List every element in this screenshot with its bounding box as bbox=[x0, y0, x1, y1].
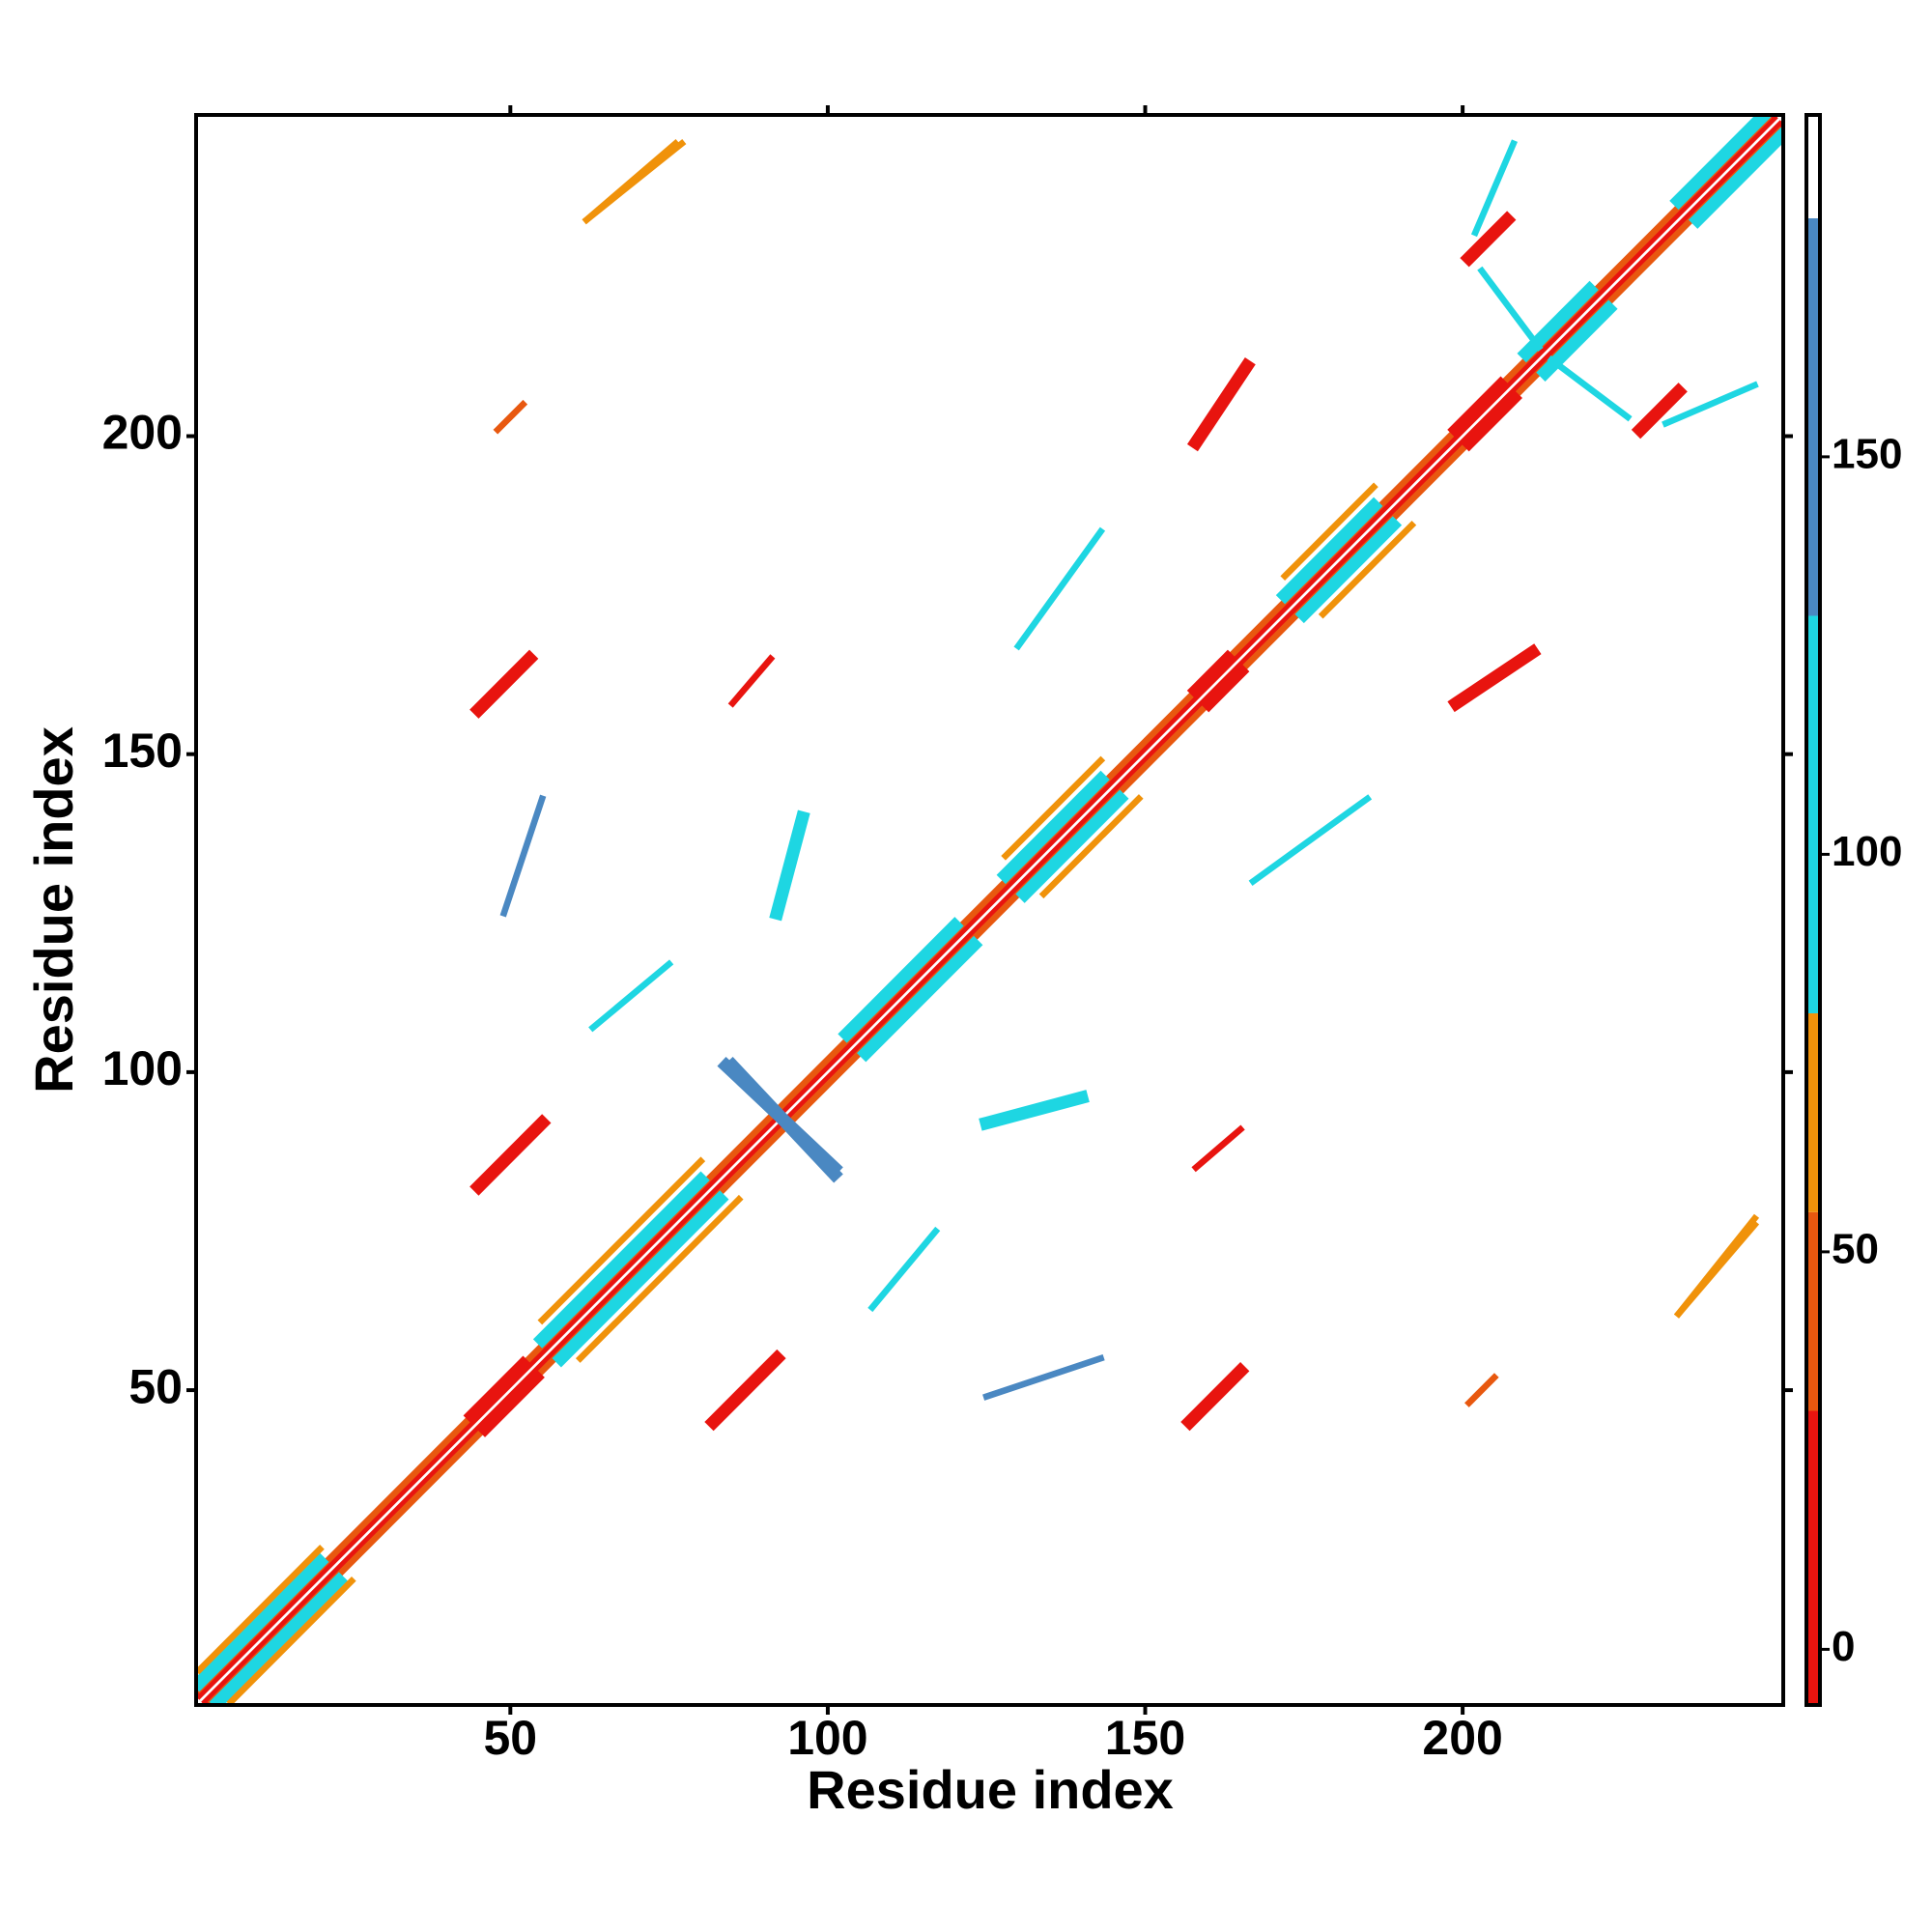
contact-band-mirror bbox=[552, 1190, 729, 1368]
contact-band-mirror bbox=[724, 1057, 843, 1183]
colorbar-bin bbox=[1806, 615, 1820, 1013]
y-tick-label: 200 bbox=[102, 406, 183, 460]
x-tick-label: 100 bbox=[787, 1711, 867, 1765]
colorbar-bin bbox=[1806, 1012, 1820, 1212]
colorbar-bin bbox=[1806, 1211, 1820, 1411]
contact-band bbox=[1001, 755, 1106, 861]
contact-band bbox=[838, 917, 964, 1043]
contact-band bbox=[1460, 211, 1517, 268]
contact-band bbox=[1669, 115, 1774, 211]
contact-band-mirror bbox=[1318, 521, 1417, 619]
contact-band bbox=[1477, 266, 1544, 352]
colorbar-bin bbox=[1806, 217, 1820, 616]
contact-band bbox=[979, 1090, 1090, 1131]
contact-band-mirror bbox=[1447, 643, 1542, 713]
contact-band bbox=[1248, 794, 1373, 886]
contact-band bbox=[1662, 381, 1759, 428]
contact-band-mirror bbox=[1199, 662, 1250, 713]
colorbar-tick-label: 0 bbox=[1832, 1623, 1855, 1670]
contact-band bbox=[196, 1552, 329, 1692]
contact-band bbox=[1673, 1213, 1760, 1319]
colorbar-tick-label: 100 bbox=[1832, 828, 1902, 875]
contact-band bbox=[532, 1171, 710, 1349]
contact-band-mirror bbox=[475, 1368, 545, 1437]
contact-band bbox=[727, 654, 776, 708]
contact-band-mirror bbox=[1688, 125, 1783, 229]
contact-band-mirror bbox=[1015, 789, 1129, 903]
contact-band-mirror bbox=[209, 1572, 349, 1705]
contact-band bbox=[469, 649, 539, 719]
heatmap-cells bbox=[196, 115, 1783, 1705]
contact-band bbox=[537, 1156, 706, 1325]
contact-band bbox=[1186, 356, 1256, 452]
contact-band-mirror bbox=[857, 935, 983, 1063]
contact-band-mirror bbox=[769, 810, 810, 922]
contact-band bbox=[196, 115, 1778, 1700]
contact-band-mirror bbox=[982, 1354, 1105, 1401]
y-tick-label: 100 bbox=[102, 1041, 183, 1095]
contact-band-mirror bbox=[1180, 1362, 1250, 1432]
contact-band bbox=[1186, 649, 1237, 700]
contact-band bbox=[469, 1114, 552, 1196]
contact-band-mirror bbox=[1038, 794, 1144, 899]
contact-band-mirror bbox=[867, 1226, 941, 1313]
contact-band bbox=[1275, 497, 1383, 605]
y-tick-label: 150 bbox=[102, 724, 183, 778]
contact-band-mirror bbox=[704, 1349, 786, 1432]
y-axis-title: Residue index bbox=[23, 726, 84, 1094]
contact-band bbox=[996, 770, 1110, 885]
x-tick-label: 150 bbox=[1105, 1711, 1185, 1765]
contact-band-mirror bbox=[1191, 1124, 1245, 1173]
contact-band bbox=[196, 1545, 325, 1675]
colorbar-bin bbox=[1806, 1410, 1820, 1705]
contact-band-mirror bbox=[1294, 516, 1403, 624]
contact-band bbox=[1447, 376, 1510, 440]
contact-band bbox=[493, 399, 528, 435]
contact-band-mirror bbox=[1470, 139, 1519, 238]
y-tick-label: 50 bbox=[128, 1359, 183, 1413]
contact-band-mirror bbox=[207, 126, 1783, 1705]
colorbar-tick-label: 50 bbox=[1832, 1226, 1879, 1273]
colorbar-frame bbox=[1804, 113, 1822, 1707]
contact-band-mirror bbox=[1013, 526, 1106, 651]
contact-band bbox=[588, 959, 674, 1033]
colorbar-bin bbox=[1806, 115, 1820, 218]
contact-band-mirror bbox=[201, 120, 1783, 1705]
contact-band-mirror bbox=[1547, 355, 1633, 422]
contact-band-mirror bbox=[226, 1576, 356, 1705]
x-tick-label: 200 bbox=[1422, 1711, 1502, 1765]
contact-band bbox=[463, 1355, 532, 1425]
contact-band bbox=[499, 794, 547, 918]
contact-band-mirror bbox=[1464, 1373, 1499, 1407]
x-tick-label: 50 bbox=[484, 1711, 538, 1765]
contact-band-mirror bbox=[582, 139, 687, 225]
contact-band bbox=[1280, 482, 1378, 581]
contact-band-mirror bbox=[575, 1194, 744, 1363]
colorbar-tick-label: 150 bbox=[1832, 431, 1902, 478]
x-axis-title: Residue index bbox=[807, 1759, 1174, 1820]
contact-band-mirror bbox=[1631, 383, 1688, 440]
contact-band-mirror bbox=[1460, 388, 1522, 452]
plot-frame bbox=[194, 113, 1785, 1707]
contact-band bbox=[196, 115, 1773, 1694]
